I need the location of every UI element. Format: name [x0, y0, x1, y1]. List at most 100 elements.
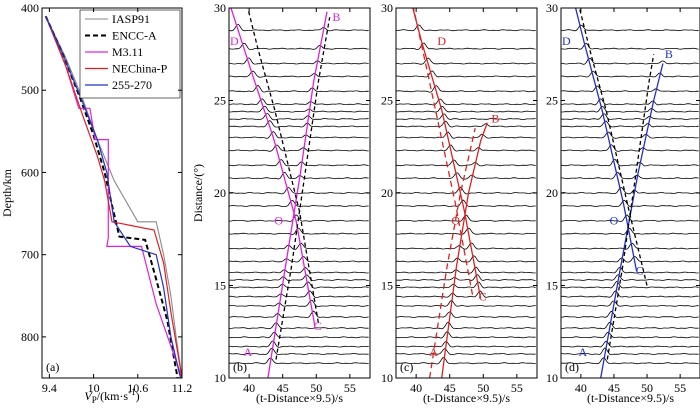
seismic-trace [396, 186, 536, 195]
seismic-trace [561, 331, 699, 339]
seismic-trace [396, 290, 536, 298]
seismic-trace [229, 159, 369, 167]
seismic-trace [561, 159, 699, 167]
plot-area [396, 8, 536, 378]
seismic-trace [396, 172, 536, 180]
y-tick-label: 500 [21, 83, 39, 97]
branch-label-d: D [437, 34, 446, 48]
legend-label: M3.11 [112, 45, 143, 59]
seismic-trace [229, 347, 369, 356]
branch-label-d: D [230, 34, 239, 48]
panel-d: A B C D O 40 45 50 55 10 15 20 25 30 (d) (t-Distance×9.… [546, 1, 700, 405]
seismic-trace [561, 85, 699, 93]
branch-ab-ref [275, 17, 331, 360]
y-tick-label: 25 [381, 94, 393, 108]
seismic-trace [396, 348, 536, 355]
seismic-trace [229, 105, 369, 113]
y-tick-label: 25 [214, 94, 226, 108]
x-tick-label: 55 [674, 381, 686, 395]
seismic-trace [229, 130, 369, 139]
plot-area [44, 15, 182, 378]
seismic-trace [396, 340, 536, 348]
branch-cd [412, 8, 482, 299]
seismic-trace [229, 331, 369, 339]
seismic-trace [561, 267, 699, 274]
seismic-trace [561, 105, 699, 113]
seismic-trace [396, 120, 536, 128]
seismic-trace [561, 187, 699, 195]
seismic-trace [561, 98, 699, 106]
seismic-trace [396, 274, 536, 281]
legend-label: IASP91 [112, 12, 150, 26]
y-tick-label: 20 [546, 186, 558, 200]
branch-label-c: C [314, 319, 322, 333]
seismic-trace [229, 267, 369, 274]
branch-label-c: C [636, 263, 644, 277]
x-tick-label: 55 [511, 381, 523, 395]
branch-cd-ref [578, 8, 648, 286]
branch-label-a: A [579, 345, 588, 359]
seismic-trace [396, 106, 536, 113]
seismic-trace [229, 113, 369, 121]
y-tick-label: 20 [214, 186, 226, 200]
branch-label-b: B [491, 112, 499, 126]
series-line-m3.11 [45, 15, 182, 378]
y-tick-label: 10 [381, 371, 393, 385]
seismic-trace [561, 357, 699, 365]
x-tick-label: 40 [575, 381, 587, 395]
seismic-trace [229, 242, 369, 250]
seismic-trace [396, 321, 536, 330]
x-tick-label: 45 [444, 381, 456, 395]
branch-cd [574, 8, 638, 271]
axes-frame [41, 7, 183, 379]
branch-label-d: D [562, 34, 571, 48]
seismic-trace [561, 310, 699, 318]
branch-label-b: B [332, 10, 340, 24]
x-tick-label: 45 [608, 381, 620, 395]
seismic-trace [561, 340, 699, 348]
seismic-trace [561, 300, 699, 307]
y-tick-label: 15 [381, 279, 393, 293]
x-axis-label: VP/(km·s-1) [84, 387, 139, 405]
seismic-trace [561, 347, 699, 356]
seismic-trace [229, 187, 369, 195]
x-tick-label: 10.6 [127, 381, 148, 395]
plot-area [229, 8, 369, 378]
seismic-trace [561, 131, 699, 139]
seismic-trace [396, 266, 536, 274]
seismic-trace [561, 57, 699, 65]
branch-label-a: A [429, 345, 438, 359]
legend-label: ENCC-A [112, 29, 157, 43]
branch-cd-ref [247, 8, 319, 323]
seismic-trace [561, 321, 699, 330]
branch-label-b: B [665, 47, 673, 61]
y-axis-label: Distance/(°) [191, 164, 205, 222]
branch-ab-ref [606, 54, 655, 360]
seismic-trace [396, 113, 536, 120]
y-tick-label: 30 [214, 1, 226, 15]
seismic-trace [396, 199, 536, 207]
seismic-trace [229, 290, 369, 298]
seismic-trace [229, 57, 369, 65]
seismic-trace [561, 199, 699, 207]
series-line-iasp91 [45, 15, 182, 378]
seismic-trace [396, 357, 536, 365]
branch-label-a: A [243, 345, 252, 359]
panel-label: (d) [565, 360, 579, 374]
x-axis-label: (t-Distance×9.5)/s [587, 391, 674, 405]
legend: IASP91 ENCC-A M3.11 NEChina-P 255-270 [79, 9, 181, 99]
panel-label: (b) [233, 360, 247, 374]
seismic-trace [396, 300, 536, 307]
seismic-trace [561, 281, 699, 289]
panel-b: A B C D O 40 45 50 55 10 15 20 25 30 (b) (t-Distance×9.… [191, 1, 371, 405]
panel-c: A B C D O 40 45 50 55 10 15 20 25 30 (c) (t-Distance×9.… [381, 1, 538, 405]
seismic-trace [396, 159, 536, 167]
x-tick-label: 55 [344, 381, 356, 395]
x-tick-label: 50 [641, 381, 653, 395]
x-tick-label: 10 [88, 381, 100, 395]
seismic-trace [229, 144, 369, 152]
y-tick-label: 10 [214, 371, 226, 385]
seismic-trace [229, 227, 369, 236]
x-tick-label: 45 [277, 381, 289, 395]
y-tick-label: 30 [381, 1, 393, 15]
